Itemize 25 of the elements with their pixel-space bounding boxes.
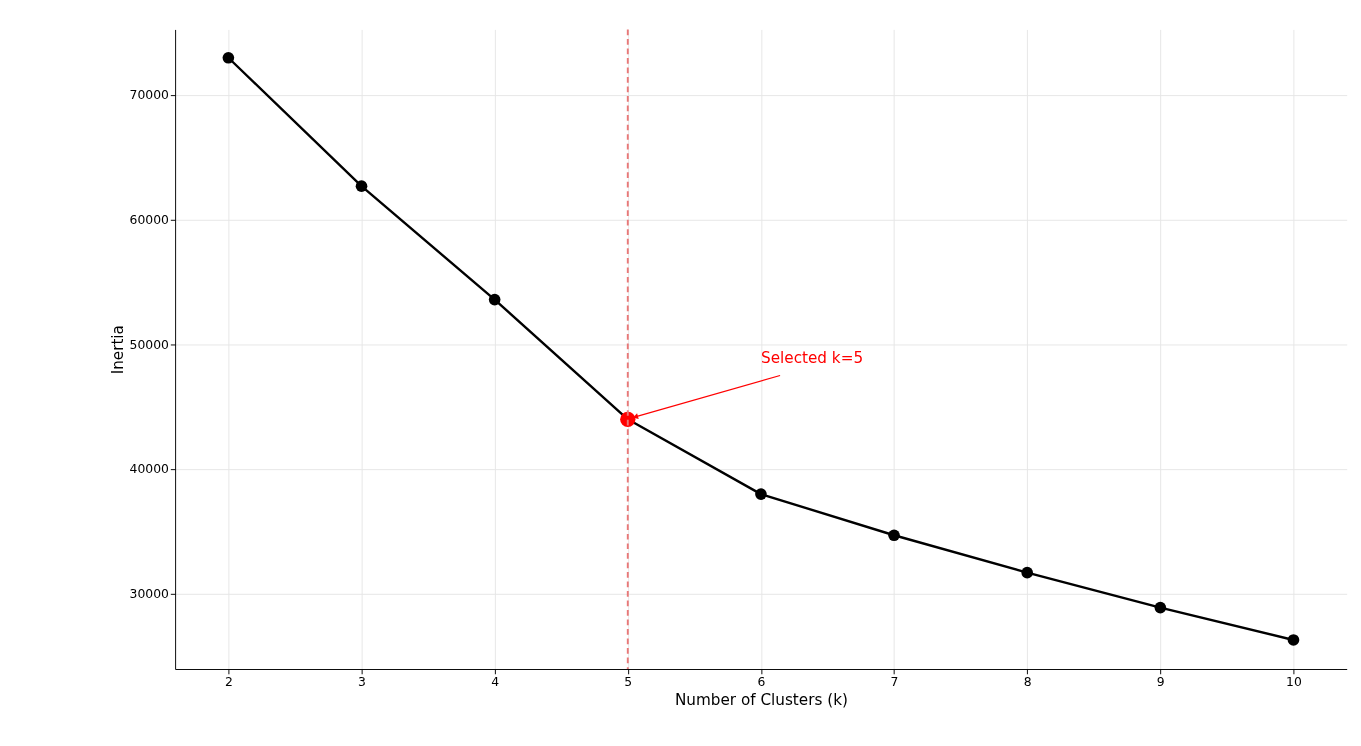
point [1154, 601, 1167, 614]
x-tick-label: 10 [1286, 674, 1302, 689]
y-tick-label: 50000 [129, 337, 170, 352]
y-tick-label: 30000 [129, 587, 170, 602]
point [1021, 566, 1034, 579]
x-tick-label: 4 [491, 674, 500, 689]
x-tick-label: 7 [890, 674, 899, 689]
point [1287, 634, 1300, 646]
point [222, 51, 235, 64]
y-axis-title: Inertia [108, 325, 127, 375]
point [488, 293, 501, 306]
x-tick-label: 8 [1023, 674, 1032, 689]
x-axis-title: Number of Clusters (k) [674, 690, 848, 709]
y-tick-label: 40000 [129, 462, 170, 477]
x-tick-label: 2 [224, 674, 233, 689]
y-tick-label: 60000 [129, 213, 170, 228]
x-tick-label: 5 [624, 674, 633, 689]
point [755, 488, 767, 500]
annotation: Selected k=5 [761, 349, 864, 368]
point [355, 180, 368, 192]
x-tick-label: 6 [757, 674, 766, 689]
x-tick-label: 3 [358, 674, 366, 689]
point [888, 529, 900, 542]
y-tick-label: 70000 [129, 88, 170, 103]
x-tick-label: 9 [1156, 674, 1165, 689]
